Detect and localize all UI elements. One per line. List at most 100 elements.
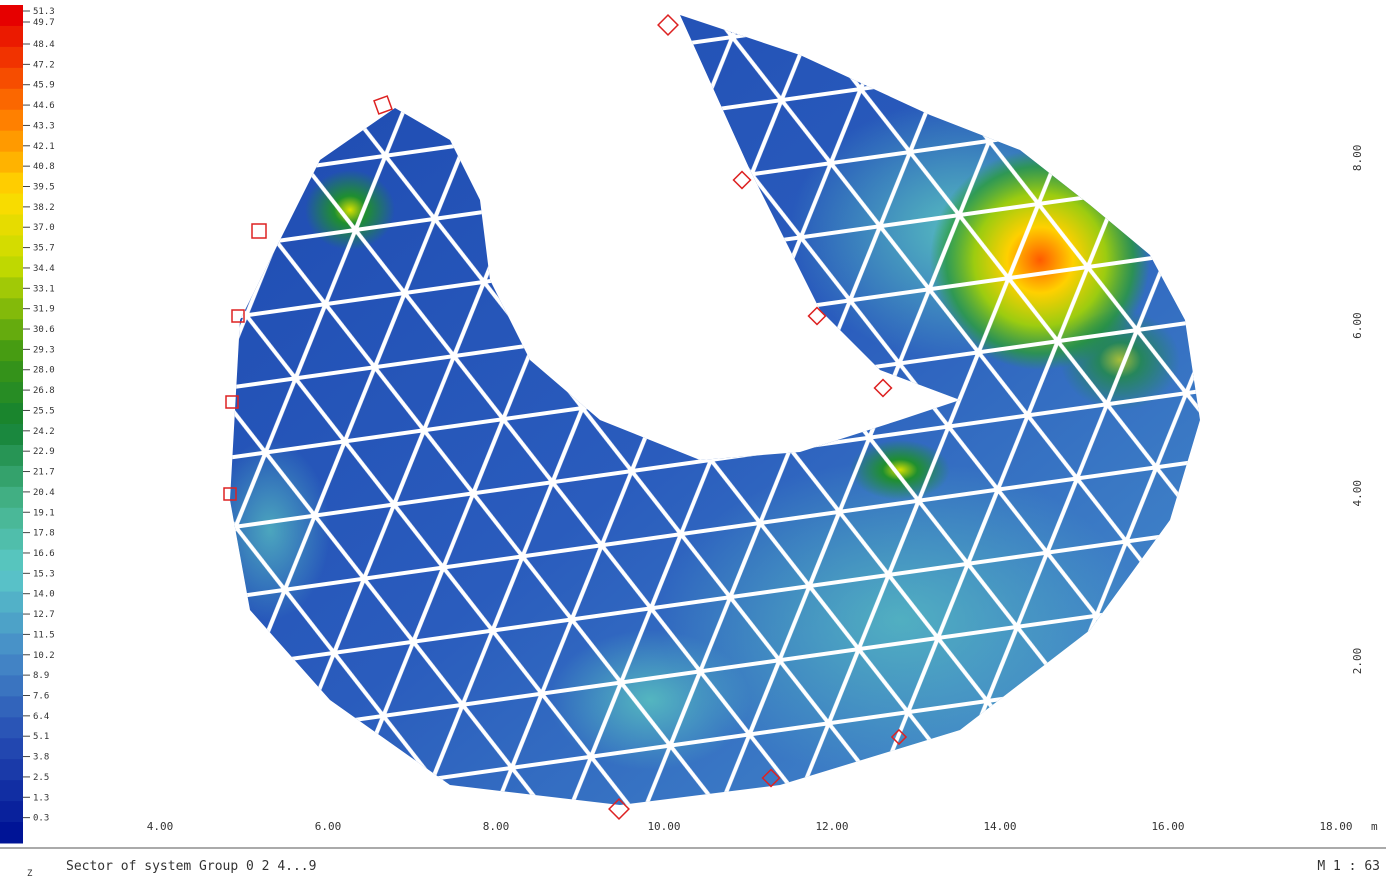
- axis-marker: Z: [27, 869, 33, 877]
- legend-band: [0, 172, 23, 195]
- legend-label: 22.9: [33, 447, 55, 457]
- legend-band: [0, 780, 23, 802]
- legend-label: 34.4: [33, 264, 55, 274]
- legend-label: 7.6: [33, 691, 49, 701]
- supports: [223, 14, 908, 820]
- x-tick-label: 12.00: [815, 820, 848, 833]
- legend-label: 11.5: [33, 630, 55, 640]
- legend-label: 19.1: [33, 508, 55, 518]
- legend-label: 6.4: [33, 712, 49, 722]
- legend-label: 51.3: [33, 7, 55, 17]
- legend-label: 20.4: [33, 488, 55, 498]
- legend-label: 40.8: [33, 162, 55, 172]
- legend-band: [0, 214, 23, 236]
- legend-label: 10.2: [33, 651, 55, 661]
- x-tick-label: 8.00: [483, 820, 510, 833]
- legend-band: [0, 612, 23, 634]
- legend-band: [0, 151, 23, 174]
- legend-label: 49.7: [33, 18, 55, 28]
- legend-label: 48.4: [33, 40, 55, 50]
- legend-label: 42.1: [33, 142, 55, 152]
- legend-band: [0, 822, 23, 844]
- legend-label: 3.8: [33, 753, 49, 763]
- legend-label: 44.6: [33, 101, 55, 111]
- legend-label: 8.9: [33, 671, 49, 681]
- legend-band: [0, 633, 23, 655]
- legend-label: 35.7: [33, 244, 55, 254]
- legend-band: [0, 298, 23, 320]
- legend-band: [0, 256, 23, 278]
- legend-band: [0, 193, 23, 215]
- legend-label: 17.8: [33, 529, 55, 539]
- legend-label: 33.1: [33, 284, 55, 294]
- legend-band: [0, 361, 23, 383]
- legend-label: 0.3: [33, 814, 49, 824]
- legend-band: [0, 319, 23, 341]
- legend-label: 39.5: [33, 183, 55, 193]
- legend-band: [0, 675, 23, 697]
- legend-band: [0, 88, 23, 111]
- x-tick-label: 14.00: [983, 820, 1016, 833]
- x-tick-label: 10.00: [647, 820, 680, 833]
- legend-band: [0, 717, 23, 739]
- legend-label: 26.8: [33, 386, 55, 396]
- legend-label: 2.5: [33, 773, 49, 783]
- legend-band: [0, 25, 23, 48]
- y-tick-label: 4.00: [1351, 480, 1364, 507]
- legend-label: 30.6: [33, 325, 55, 335]
- contour-surface: [230, 15, 1200, 805]
- legend-label: 21.7: [33, 468, 55, 478]
- legend-band: [0, 67, 23, 90]
- y-tick-label: 8.00: [1351, 145, 1364, 172]
- legend-label: 29.3: [33, 345, 55, 355]
- legend-band: [0, 570, 23, 593]
- x-tick-label: 6.00: [315, 820, 342, 833]
- legend-band: [0, 738, 23, 760]
- legend-band: [0, 759, 23, 781]
- legend-label: 14.0: [33, 590, 55, 600]
- footer-scale: M 1 : 63: [1317, 859, 1380, 874]
- legend-band: [0, 403, 23, 425]
- legend-band: [0, 5, 23, 27]
- legend-label: 25.5: [33, 406, 55, 416]
- legend-label: 45.9: [33, 81, 55, 91]
- legend-band: [0, 549, 23, 572]
- legend-band: [0, 591, 23, 614]
- legend-label: 37.0: [33, 223, 55, 233]
- legend-band: [0, 424, 23, 446]
- legend-band: [0, 465, 23, 488]
- legend-band: [0, 109, 23, 132]
- legend-label: 16.6: [33, 549, 55, 559]
- legend-band: [0, 382, 23, 404]
- legend-band: [0, 801, 23, 823]
- legend-band: [0, 130, 23, 153]
- legend-label: 28.0: [33, 366, 55, 376]
- y-tick-label: 2.00: [1351, 648, 1364, 675]
- legend-label: 5.1: [33, 732, 49, 742]
- legend-label: 1.3: [33, 793, 49, 803]
- legend-band: [0, 654, 23, 676]
- legend-label: 38.2: [33, 203, 55, 213]
- legend-band: [0, 235, 23, 257]
- x-tick-label: 4.00: [147, 820, 174, 833]
- legend-band: [0, 46, 23, 69]
- legend-label: 15.3: [33, 569, 55, 579]
- legend-band: [0, 277, 23, 299]
- x-axis-unit: m: [1371, 820, 1378, 833]
- legend-label: 12.7: [33, 610, 55, 620]
- legend-label: 43.3: [33, 121, 55, 131]
- legend-label: 24.2: [33, 427, 55, 437]
- legend-label: 31.9: [33, 305, 55, 315]
- legend-band: [0, 507, 23, 530]
- legend-band: [0, 696, 23, 718]
- legend-band: [0, 444, 23, 467]
- x-tick-label: 18.00: [1319, 820, 1352, 833]
- legend-band: [0, 528, 23, 551]
- y-tick-label: 6.00: [1351, 312, 1364, 339]
- legend-band: [0, 486, 23, 509]
- x-tick-label: 16.00: [1151, 820, 1184, 833]
- legend-label: 47.2: [33, 60, 55, 70]
- footer-description: Sector of system Group 0 2 4...9: [66, 859, 316, 874]
